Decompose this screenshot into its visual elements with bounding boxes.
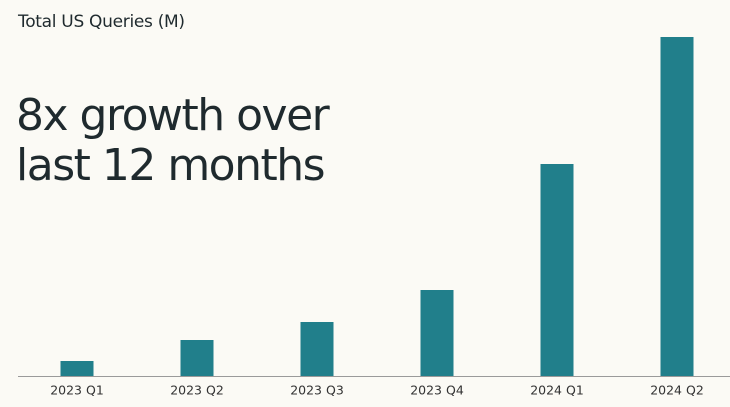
bar <box>660 37 694 376</box>
bar <box>180 340 214 376</box>
bar <box>540 164 574 376</box>
bar <box>420 290 454 376</box>
x-tick-label: 2024 Q2 <box>650 383 704 398</box>
x-tick-label: 2023 Q2 <box>170 383 224 398</box>
bar <box>300 322 334 376</box>
chart-title: Total US Queries (M) <box>17 12 185 32</box>
bar <box>60 361 94 376</box>
x-tick-label: 2024 Q1 <box>530 383 584 398</box>
x-tick-label: 2023 Q3 <box>290 383 344 398</box>
x-tick-label: 2023 Q1 <box>50 383 104 398</box>
headline: 8x growth over <box>16 90 331 141</box>
x-tick-label: 2023 Q4 <box>410 383 464 398</box>
headline: last 12 months <box>16 140 324 191</box>
